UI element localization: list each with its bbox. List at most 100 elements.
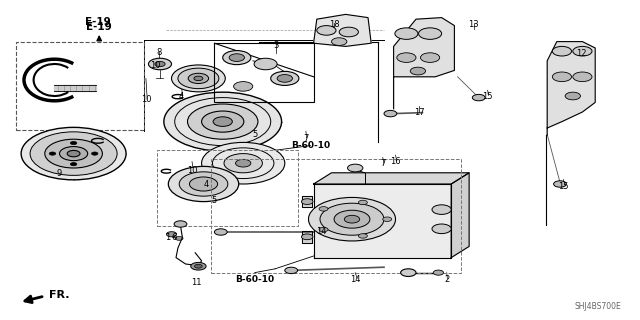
Text: 15: 15 <box>483 92 493 100</box>
Text: 14: 14 <box>350 275 360 284</box>
Circle shape <box>188 104 258 139</box>
Circle shape <box>188 73 209 84</box>
Circle shape <box>174 221 187 227</box>
Circle shape <box>472 94 485 101</box>
Circle shape <box>358 234 367 238</box>
Circle shape <box>155 61 165 67</box>
Text: B-60-10: B-60-10 <box>235 275 275 284</box>
Text: 10: 10 <box>187 166 197 175</box>
Text: B-60-10: B-60-10 <box>291 141 330 150</box>
Circle shape <box>320 203 384 235</box>
Circle shape <box>552 46 572 56</box>
Circle shape <box>67 150 80 157</box>
Polygon shape <box>302 231 312 243</box>
Circle shape <box>552 72 572 82</box>
Bar <box>211 159 461 273</box>
Bar <box>157 150 298 226</box>
Text: E-19: E-19 <box>85 17 111 27</box>
Text: 5: 5 <box>212 196 217 204</box>
Text: 1: 1 <box>165 233 170 242</box>
Circle shape <box>395 28 418 39</box>
Text: 16: 16 <box>390 157 401 166</box>
Polygon shape <box>394 18 454 109</box>
Circle shape <box>271 71 299 85</box>
Text: 8: 8 <box>156 48 161 57</box>
Polygon shape <box>547 42 595 135</box>
Polygon shape <box>451 173 469 258</box>
Circle shape <box>191 262 206 270</box>
Text: 3: 3 <box>274 41 279 50</box>
Polygon shape <box>302 196 312 207</box>
Circle shape <box>308 197 396 241</box>
Circle shape <box>229 54 244 61</box>
Circle shape <box>285 267 298 274</box>
Text: E-19: E-19 <box>86 22 112 32</box>
Circle shape <box>21 127 126 180</box>
Circle shape <box>234 82 253 91</box>
Text: 11: 11 <box>191 278 202 287</box>
Circle shape <box>301 234 313 240</box>
Circle shape <box>179 172 228 196</box>
Circle shape <box>433 270 444 275</box>
Circle shape <box>224 154 262 173</box>
Circle shape <box>339 27 358 37</box>
Text: 2: 2 <box>444 275 449 284</box>
Text: 4: 4 <box>179 92 184 100</box>
Circle shape <box>214 229 227 235</box>
Circle shape <box>348 164 363 172</box>
Circle shape <box>213 117 232 126</box>
Circle shape <box>178 68 219 89</box>
Text: 12: 12 <box>576 49 586 58</box>
Circle shape <box>70 163 77 166</box>
Text: 7: 7 <box>303 134 308 143</box>
Circle shape <box>410 67 426 75</box>
Text: 14: 14 <box>316 227 326 236</box>
Circle shape <box>301 199 313 204</box>
Circle shape <box>175 236 183 240</box>
Circle shape <box>384 110 397 117</box>
Circle shape <box>573 72 592 82</box>
Bar <box>16 42 144 130</box>
Text: 7: 7 <box>380 159 385 168</box>
Circle shape <box>254 58 277 70</box>
Text: 6: 6 <box>172 233 177 242</box>
Text: 15: 15 <box>558 182 568 191</box>
Circle shape <box>166 232 177 237</box>
Circle shape <box>164 92 282 151</box>
Circle shape <box>49 152 56 155</box>
Circle shape <box>60 147 88 161</box>
Polygon shape <box>314 184 451 258</box>
Text: 17: 17 <box>414 108 424 117</box>
Text: 13: 13 <box>468 20 479 28</box>
Circle shape <box>401 269 416 276</box>
Polygon shape <box>314 173 469 184</box>
Circle shape <box>92 152 98 155</box>
Circle shape <box>317 26 336 35</box>
Text: 10: 10 <box>141 95 151 104</box>
Circle shape <box>383 217 392 221</box>
Circle shape <box>70 141 77 145</box>
Circle shape <box>565 92 580 100</box>
Circle shape <box>277 75 292 82</box>
Circle shape <box>168 166 239 202</box>
Circle shape <box>554 181 566 187</box>
Circle shape <box>223 51 251 65</box>
Circle shape <box>194 76 203 81</box>
Circle shape <box>236 159 251 167</box>
Circle shape <box>432 224 451 234</box>
Circle shape <box>30 132 117 175</box>
Circle shape <box>432 205 451 214</box>
Circle shape <box>419 28 442 39</box>
Circle shape <box>189 177 218 191</box>
Circle shape <box>334 210 370 228</box>
Text: FR.: FR. <box>49 290 69 300</box>
Circle shape <box>573 46 592 56</box>
Polygon shape <box>314 14 371 46</box>
Circle shape <box>172 65 225 92</box>
Circle shape <box>319 207 328 211</box>
Text: 18: 18 <box>329 20 339 28</box>
Bar <box>214 43 314 102</box>
Circle shape <box>420 53 440 62</box>
Circle shape <box>195 264 202 268</box>
Circle shape <box>319 227 328 232</box>
